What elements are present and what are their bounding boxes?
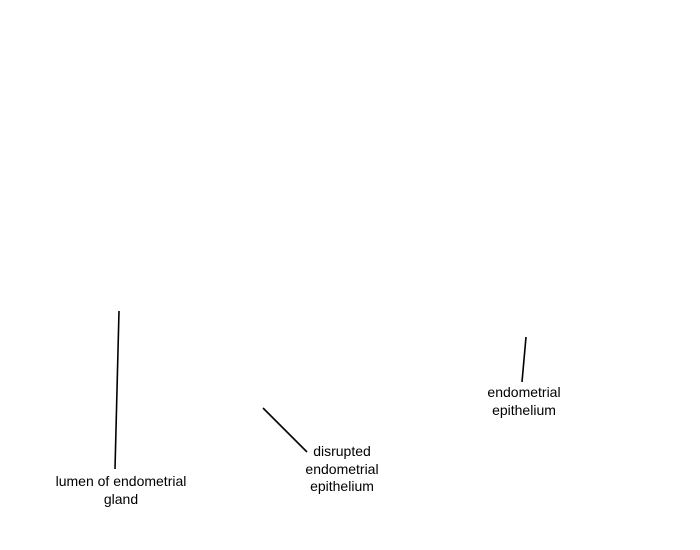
label-epithelium-line-2: epithelium (492, 401, 556, 418)
label-disrupted-line-2: endometrial (305, 460, 379, 477)
label-disrupted-endometrial-epithelium: disrupted endometrial epithelium (292, 443, 392, 496)
label-endometrial-epithelium: endometrial epithelium (474, 384, 574, 419)
label-disrupted-line-3: epithelium (310, 478, 374, 494)
leader-line-disrupted-epithelium (262, 407, 308, 453)
label-lumen-line-1: lumen of endometrial (55, 473, 187, 489)
label-lumen-line-2: gland (103, 490, 139, 507)
label-epithelium-line-1: endometrial (487, 384, 561, 400)
label-lumen-of-endometrial-gland: lumen of endometrial gland (46, 473, 196, 508)
leader-line-endometrial-epithelium (521, 336, 527, 383)
leader-line-lumen (114, 310, 120, 470)
label-disrupted-line-1: disrupted (313, 443, 371, 459)
